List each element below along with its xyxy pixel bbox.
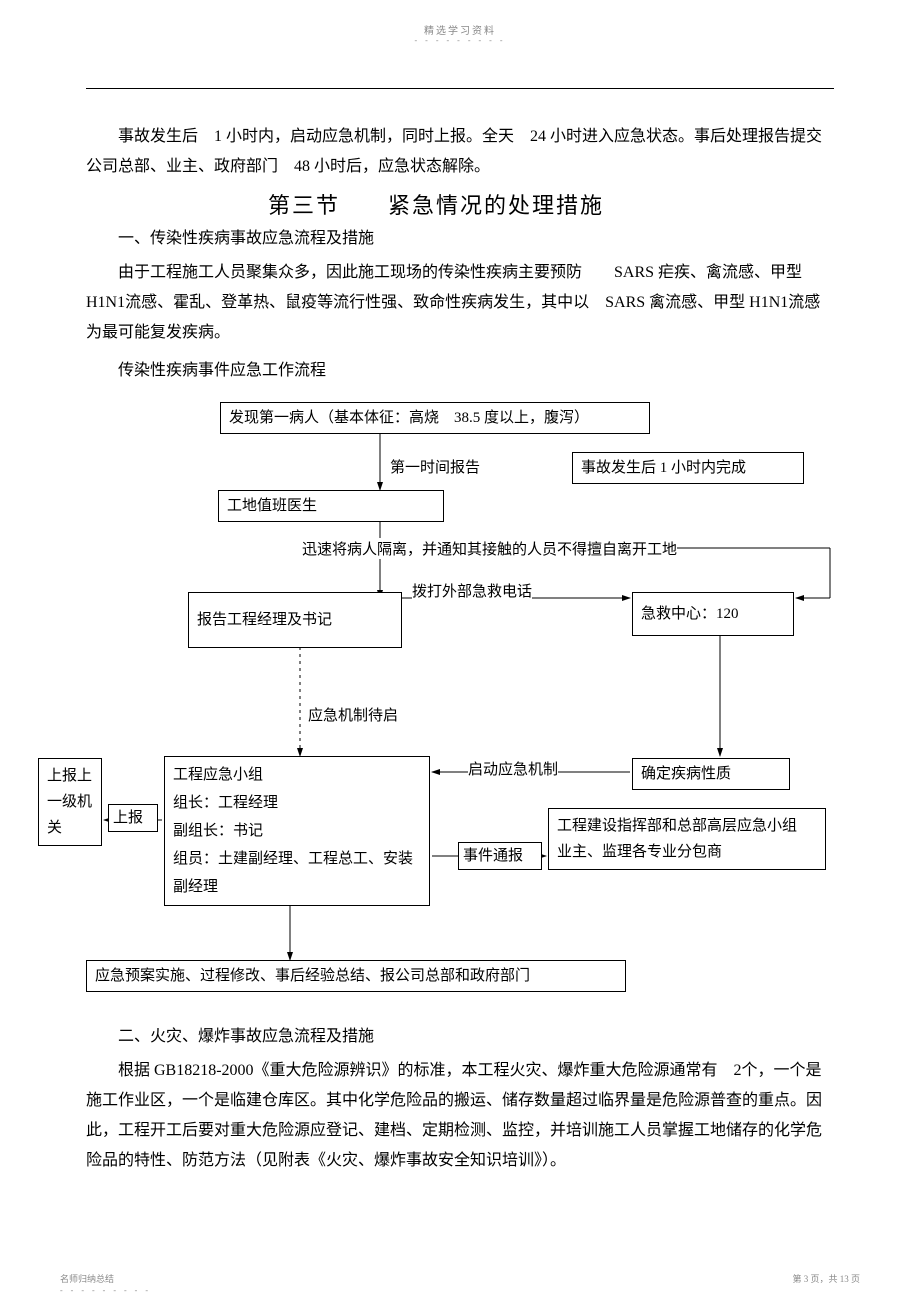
flow-label-report-up: 上报 <box>108 804 158 832</box>
paragraph-1: 事故发生后 1 小时内，启动应急机制，同时上报。全天 24 小时进入应急状态。事… <box>86 122 834 182</box>
heading-2: 二、火灾、爆炸事故应急流程及措施 <box>86 1022 834 1052</box>
paragraph-4: 根据 GB18218-2000《重大危险源辨识》的标准，本工程火灾、爆炸重大危险… <box>86 1056 834 1176</box>
heading-1: 一、传染性疾病事故应急流程及措施 <box>86 224 834 254</box>
paragraph-2: 由于工程施工人员聚集众多，因此施工现场的传染性疾病主要预防 SARS 疟疾、禽流… <box>86 258 834 348</box>
flow-node-4: 急救中心：120 <box>632 592 794 636</box>
section-3-title: 第三节 紧急情况的处理措施 <box>268 188 604 220</box>
flow-label-activate: 启动应急机制 <box>468 758 558 779</box>
flow-node-8-line1: 工程建设指挥部和总部高层应急小组 <box>557 813 817 839</box>
flow-node-6: 工程应急小组 组长：工程经理 副组长：书记 组员：土建副经理、工程总工、安装副经… <box>164 756 430 906</box>
flow-label-event-report: 事件通报 <box>458 842 542 870</box>
flow-node-8-line2: 业主、监理各专业分包商 <box>557 839 817 865</box>
footer-right: 第 3 页，共 13 页 <box>792 1272 860 1285</box>
flow-label-first-report: 第一时间报告 <box>390 456 480 477</box>
header-dashes: - - - - - - - - - <box>0 36 920 45</box>
footer-left: 名师归纳总结 <box>60 1272 114 1285</box>
flow-label-dial: 拨打外部急救电话 <box>412 580 532 601</box>
flow-node-5: 上报上一级机关 <box>38 758 102 846</box>
flow-node-6-line3: 副组长：书记 <box>173 817 421 845</box>
paragraph-3: 传染性疾病事件应急工作流程 <box>86 356 834 386</box>
flow-node-6-line2: 组长：工程经理 <box>173 789 421 817</box>
flow-node-1b: 事故发生后 1 小时内完成 <box>572 452 804 484</box>
flow-node-1: 发现第一病人（基本体征：高烧 38.5 度以上，腹泻） <box>220 402 650 434</box>
horizontal-rule <box>86 88 834 89</box>
flow-label-mechanism-pending: 应急机制待启 <box>308 704 398 725</box>
flow-node-7: 确定疾病性质 <box>632 758 790 790</box>
flow-node-6-line4: 组员：土建副经理、工程总工、安装副经理 <box>173 845 421 901</box>
flow-node-6-line1: 工程应急小组 <box>173 761 421 789</box>
flow-node-3: 报告工程经理及书记 <box>188 592 402 648</box>
header-small-text: 精选学习资料 <box>0 22 920 37</box>
flow-label-isolate: 迅速将病人隔离，并通知其接触的人员不得擅自离开工地 <box>302 538 677 559</box>
flow-node-2: 工地值班医生 <box>218 490 444 522</box>
flow-node-8: 工程建设指挥部和总部高层应急小组 业主、监理各专业分包商 <box>548 808 826 870</box>
flow-node-9: 应急预案实施、过程修改、事后经验总结、报公司总部和政府部门 <box>86 960 626 992</box>
footer-dashes: - - - - - - - - - <box>60 1286 151 1295</box>
